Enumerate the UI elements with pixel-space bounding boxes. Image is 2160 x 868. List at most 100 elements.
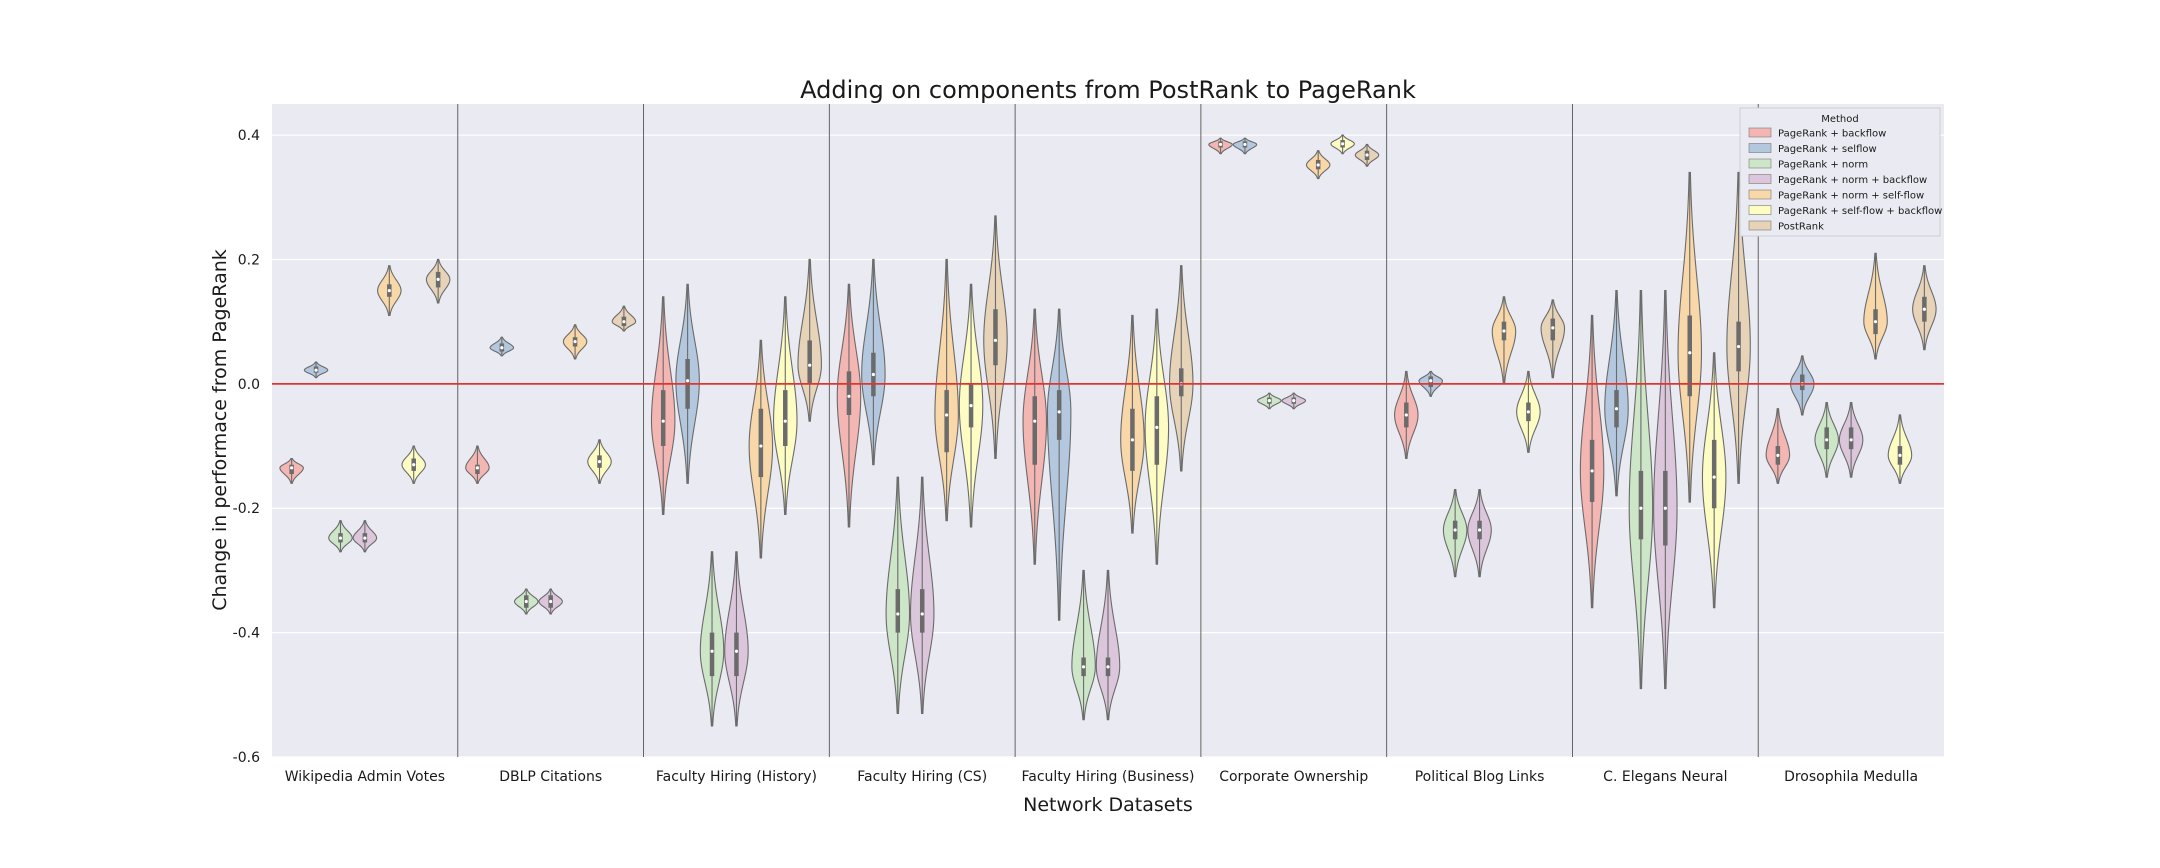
violin-median: [1404, 413, 1408, 417]
violin: [1330, 134, 1355, 155]
violin-median: [896, 612, 900, 616]
violin-median: [475, 466, 480, 470]
y-tick-label: -0.6: [233, 750, 260, 766]
violin: [303, 361, 329, 379]
legend-swatch: [1748, 174, 1772, 184]
violin: [1628, 290, 1654, 690]
violin: [1677, 171, 1703, 503]
violin: [1022, 308, 1048, 565]
x-tick-label: Wikipedia Admin Votes: [285, 769, 445, 785]
violin: [797, 258, 822, 422]
violin: [1305, 150, 1331, 180]
x-axis-label: Network Datasets: [1023, 794, 1193, 816]
violin-median: [993, 338, 998, 342]
violin-median: [969, 404, 973, 408]
violin-median: [686, 379, 690, 383]
violin: [1604, 290, 1629, 497]
violin-median: [1825, 438, 1829, 442]
violin-median: [1218, 142, 1223, 147]
violin: [1120, 314, 1145, 534]
violin: [1144, 308, 1170, 565]
violin-median: [1922, 307, 1926, 311]
legend-item: PostRank: [1748, 220, 1824, 233]
violin: [1814, 401, 1839, 478]
violin-median: [783, 419, 787, 423]
y-tick-label: 0.2: [238, 252, 260, 268]
violin: [1208, 137, 1233, 155]
legend-item: PageRank + selflow: [1748, 143, 1877, 155]
violin-median: [387, 288, 391, 293]
violin-median: [1663, 506, 1667, 510]
legend-swatch: [1748, 189, 1772, 200]
y-tick-label: 0.0: [238, 377, 260, 393]
violin-median: [1688, 351, 1692, 355]
category-separators: [457, 104, 1759, 757]
violin-median: [1776, 453, 1780, 457]
violin: [1281, 392, 1307, 410]
violin: [1912, 265, 1937, 351]
violin-median: [1155, 425, 1159, 429]
violin: [1442, 489, 1468, 578]
violin-median: [1614, 407, 1619, 411]
violin: [611, 305, 637, 332]
legend-item: PageRank + backflow: [1748, 127, 1886, 140]
violin: [425, 258, 451, 304]
violin-median: [808, 363, 812, 367]
violin: [1887, 414, 1913, 484]
violin: [909, 476, 935, 715]
violin-median: [1243, 142, 1247, 147]
violin: [1491, 296, 1517, 385]
violin-median: [622, 320, 626, 324]
legend-label: PageRank + norm: [1778, 160, 1868, 171]
violin-median: [847, 394, 851, 398]
violin-median: [1639, 506, 1643, 510]
violin: [1838, 401, 1864, 478]
x-tick-label: Faculty Hiring (History): [656, 769, 817, 785]
x-tick-label: Corporate Ownership: [1219, 769, 1368, 785]
violin: [773, 296, 798, 516]
violin: [1653, 290, 1678, 690]
violin: [562, 324, 588, 360]
violin-median: [549, 599, 553, 604]
violin: [724, 551, 749, 727]
violin-median: [1477, 528, 1482, 532]
violin: [352, 520, 378, 553]
violin-median: [1130, 438, 1135, 442]
violin-median: [1873, 320, 1878, 324]
legend: Method PageRank + backflow PageRank + sel…: [1739, 107, 1942, 237]
violin-median: [1033, 419, 1037, 423]
violin: [650, 296, 676, 516]
violin: [401, 445, 426, 484]
violin-median: [314, 368, 318, 372]
y-axis-label: Change in performace from PageRank: [209, 249, 231, 611]
legend-item: PageRank + norm + backflow: [1748, 174, 1927, 186]
y-tick-label: -0.4: [233, 626, 260, 642]
violin-median: [1081, 665, 1086, 669]
violin: [1765, 408, 1791, 484]
violin-median: [412, 463, 416, 467]
violin: [1232, 137, 1258, 155]
legend-swatch: [1748, 220, 1772, 231]
violin-median: [871, 372, 875, 377]
violin-median: [597, 459, 602, 464]
violin: [538, 588, 563, 615]
violin-median: [338, 536, 343, 540]
violin: [1394, 370, 1419, 460]
violin: [983, 215, 1008, 460]
violin-median: [710, 649, 714, 653]
legend-label: PageRank + norm + self-flow: [1778, 191, 1924, 202]
legend-item: PageRank + norm + self-flow: [1748, 189, 1924, 202]
violin: [1046, 308, 1072, 621]
violin: [1467, 489, 1492, 578]
legend-label: PageRank + self-flow + backflow: [1778, 206, 1942, 217]
legend-swatch: [1748, 143, 1772, 153]
legend-label: PageRank + backflow: [1778, 129, 1886, 140]
chart-title: Adding on components from PostRank to Pa…: [800, 76, 1416, 104]
x-tick-label: C. Elegans Neural: [1603, 769, 1727, 785]
legend-label: PostRank: [1778, 222, 1824, 233]
violin-median: [1551, 326, 1555, 330]
violin-median: [661, 419, 665, 423]
violin: [1579, 314, 1605, 609]
violin-median: [734, 649, 739, 653]
